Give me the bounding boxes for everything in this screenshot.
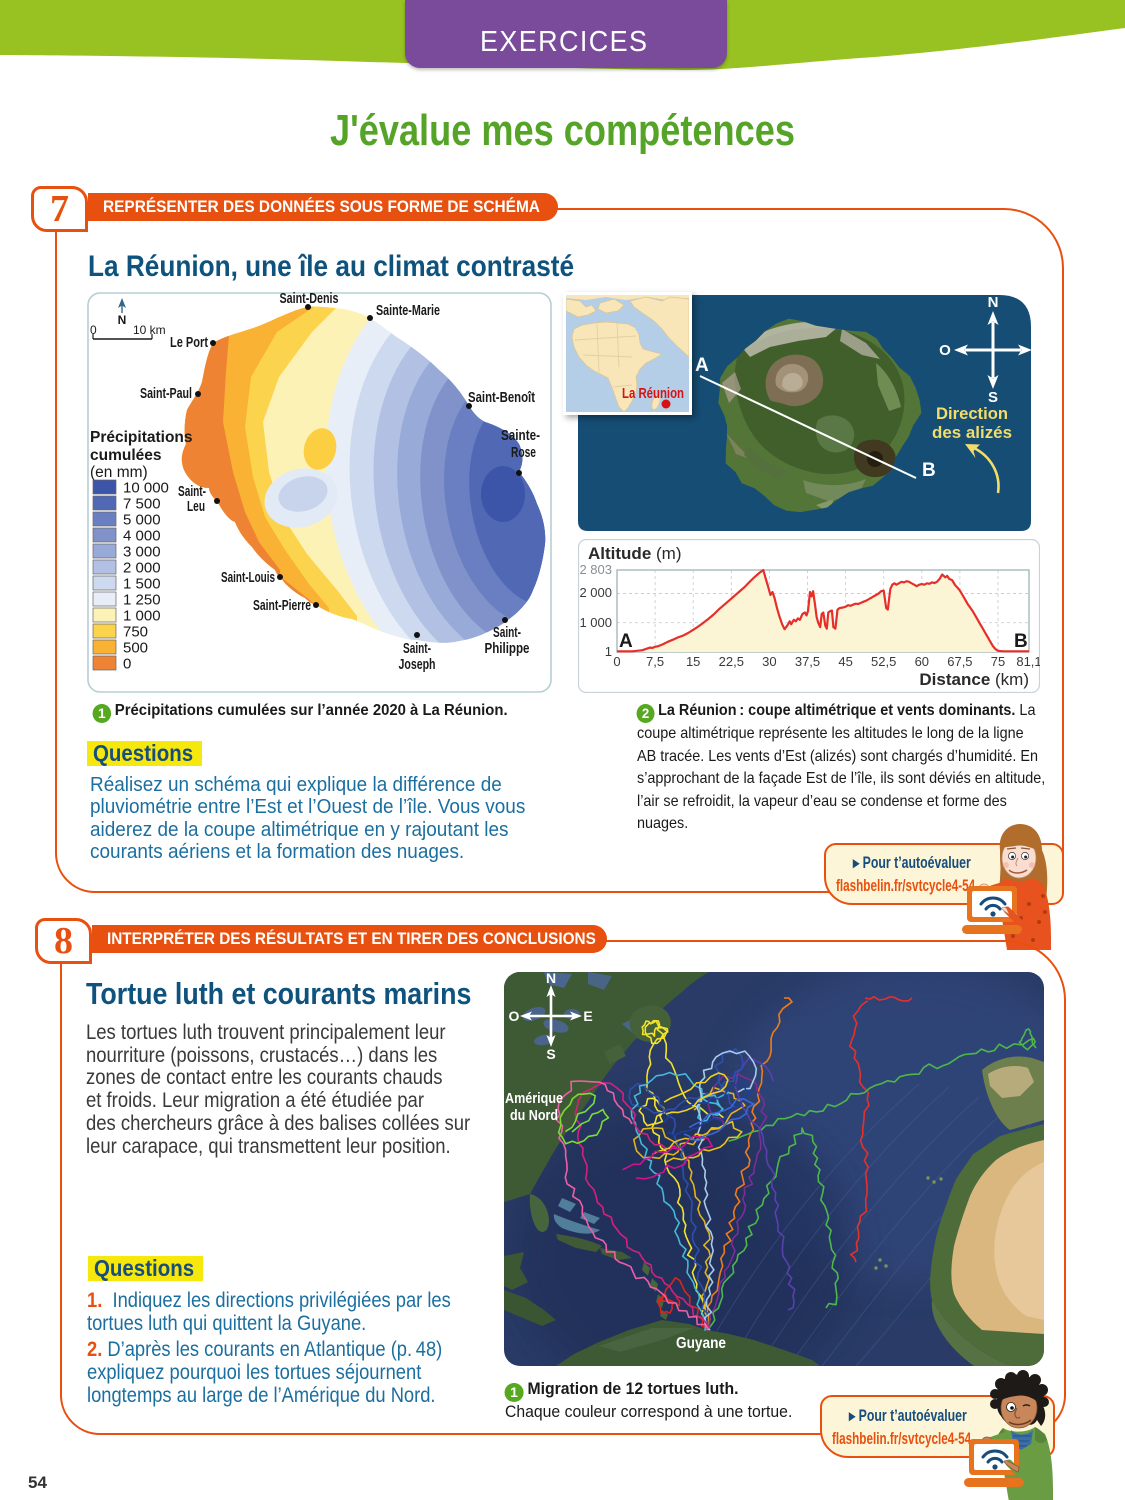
svg-text:750: 750 bbox=[123, 624, 148, 641]
svg-text:10 000: 10 000 bbox=[123, 480, 169, 497]
svg-text:Saint-Pierre: Saint-Pierre bbox=[253, 597, 311, 614]
svg-text:O: O bbox=[939, 342, 951, 359]
svg-text:Direction: Direction bbox=[936, 405, 1008, 423]
svg-text:67,5: 67,5 bbox=[947, 654, 972, 669]
svg-text:Philippe: Philippe bbox=[485, 640, 530, 657]
svg-text:15: 15 bbox=[686, 654, 700, 669]
svg-text:60: 60 bbox=[915, 654, 929, 669]
svg-text:Sainte-: Sainte- bbox=[501, 427, 540, 444]
svg-text:1 000: 1 000 bbox=[123, 608, 161, 625]
svg-text:Saint-: Saint- bbox=[493, 624, 521, 641]
svg-text:37,5: 37,5 bbox=[795, 654, 820, 669]
svg-text:500: 500 bbox=[123, 640, 148, 657]
svg-text:0: 0 bbox=[90, 323, 97, 337]
svg-text:A: A bbox=[619, 631, 633, 652]
svg-text:A: A bbox=[695, 355, 709, 376]
svg-text:B: B bbox=[922, 460, 936, 481]
svg-text:7 500: 7 500 bbox=[123, 496, 161, 513]
svg-text:S: S bbox=[546, 1046, 555, 1062]
svg-text:4 000: 4 000 bbox=[123, 528, 161, 545]
svg-text:Saint-: Saint- bbox=[178, 483, 206, 500]
svg-text:Leu: Leu bbox=[187, 498, 205, 515]
svg-text:5 000: 5 000 bbox=[123, 512, 161, 529]
svg-text:Guyane: Guyane bbox=[676, 1335, 726, 1352]
svg-text:2 000: 2 000 bbox=[579, 585, 612, 600]
svg-text:N: N bbox=[988, 295, 999, 311]
svg-text:Joseph: Joseph bbox=[399, 656, 436, 673]
svg-text:Précipitations: Précipitations bbox=[90, 429, 193, 446]
svg-text:Altitude (m): Altitude (m) bbox=[588, 544, 681, 563]
svg-text:du Nord: du Nord bbox=[510, 1107, 558, 1124]
svg-text:1 250: 1 250 bbox=[123, 592, 161, 609]
svg-text:Saint-Denis: Saint-Denis bbox=[280, 292, 339, 307]
svg-text:52,5: 52,5 bbox=[871, 654, 896, 669]
svg-text:Amérique: Amérique bbox=[505, 1090, 563, 1107]
svg-text:1: 1 bbox=[605, 644, 612, 659]
svg-text:3 000: 3 000 bbox=[123, 544, 161, 561]
svg-text:La Réunion: La Réunion bbox=[622, 385, 684, 402]
svg-text:Saint-Paul: Saint-Paul bbox=[140, 385, 192, 402]
svg-text:(en mm): (en mm) bbox=[90, 464, 148, 481]
svg-text:75: 75 bbox=[991, 654, 1005, 669]
svg-text:S: S bbox=[988, 389, 998, 406]
svg-text:10 km: 10 km bbox=[133, 323, 166, 337]
svg-text:des alizés: des alizés bbox=[932, 424, 1012, 442]
svg-text:Rose: Rose bbox=[511, 444, 536, 461]
svg-text:Saint-: Saint- bbox=[403, 640, 431, 657]
svg-text:N: N bbox=[546, 972, 556, 986]
svg-text:45: 45 bbox=[838, 654, 852, 669]
svg-text:B: B bbox=[1014, 631, 1028, 652]
svg-text:Distance (km): Distance (km) bbox=[919, 670, 1029, 689]
svg-text:0: 0 bbox=[123, 656, 131, 673]
svg-text:7,5: 7,5 bbox=[646, 654, 664, 669]
svg-text:2 803: 2 803 bbox=[579, 562, 612, 577]
svg-text:30: 30 bbox=[762, 654, 776, 669]
svg-text:81,1: 81,1 bbox=[1016, 654, 1040, 669]
svg-text:Le Port: Le Port bbox=[170, 334, 208, 351]
svg-text:E: E bbox=[583, 1008, 592, 1024]
svg-text:N: N bbox=[118, 313, 127, 327]
svg-text:Saint-Louis: Saint-Louis bbox=[221, 569, 275, 586]
svg-text:1 000: 1 000 bbox=[579, 615, 612, 630]
svg-text:cumulées: cumulées bbox=[90, 447, 162, 464]
svg-text:E: E bbox=[1036, 342, 1039, 359]
svg-text:0: 0 bbox=[613, 654, 620, 669]
svg-text:2 000: 2 000 bbox=[123, 560, 161, 577]
svg-text:Sainte-Marie: Sainte-Marie bbox=[376, 302, 440, 319]
svg-text:22,5: 22,5 bbox=[719, 654, 744, 669]
svg-text:O: O bbox=[509, 1008, 520, 1024]
svg-text:Saint-Benoît: Saint-Benoît bbox=[468, 389, 535, 406]
svg-text:1 500: 1 500 bbox=[123, 576, 161, 593]
